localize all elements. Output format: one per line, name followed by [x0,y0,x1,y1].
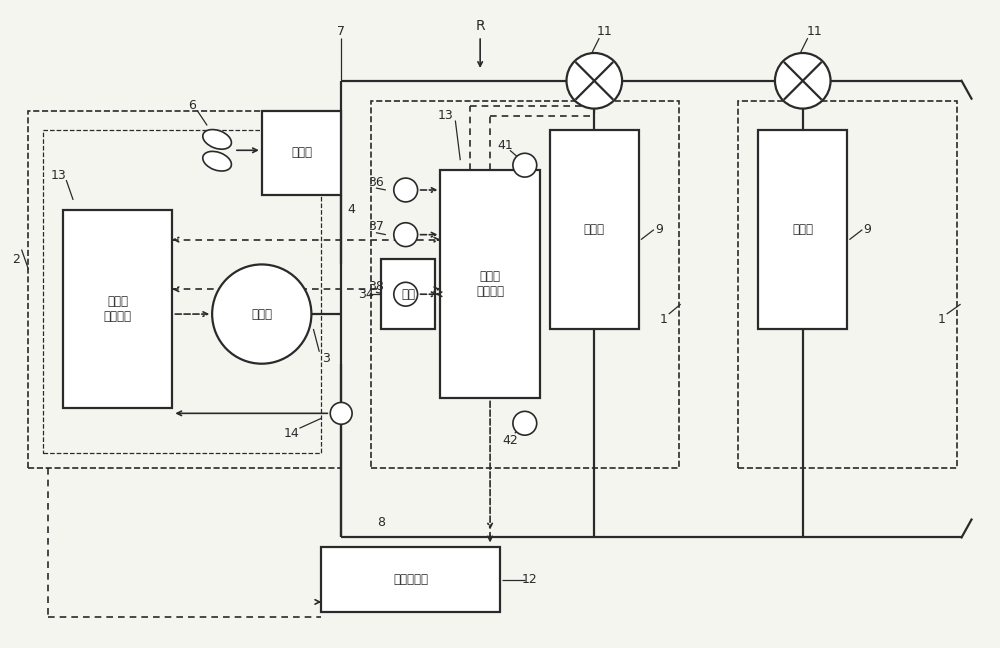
Bar [321,548,500,612]
Circle shape [394,223,418,247]
Text: 9: 9 [655,223,663,237]
Text: 终端侧
控制装置: 终端侧 控制装置 [476,270,504,298]
Text: 2: 2 [12,253,20,266]
Bar [43,130,321,453]
Text: 主控制装置: 主控制装置 [393,573,428,586]
Text: R: R [475,19,485,33]
Bar [758,130,847,329]
Text: 37: 37 [368,220,384,233]
Text: 41: 41 [497,139,513,152]
Circle shape [394,283,418,306]
Text: 散热器: 散热器 [291,146,312,159]
Circle shape [212,264,311,364]
Circle shape [775,53,831,109]
Text: 7: 7 [337,25,345,38]
Text: 14: 14 [284,426,299,440]
Bar [371,100,679,468]
Bar [550,130,639,329]
Bar [738,100,957,468]
Text: 显示: 显示 [401,288,415,301]
Text: 34: 34 [358,288,374,301]
Circle shape [330,402,352,424]
Bar [440,170,540,399]
Text: 11: 11 [807,25,823,38]
Circle shape [567,53,622,109]
Text: 4: 4 [347,203,355,216]
Text: 11: 11 [596,25,612,38]
Bar [381,259,435,329]
Text: 压缩机: 压缩机 [251,308,272,321]
Text: 13: 13 [50,168,66,181]
Text: 36: 36 [368,176,384,189]
Circle shape [513,411,537,435]
Ellipse shape [203,152,231,171]
Text: 12: 12 [522,573,538,586]
Circle shape [513,154,537,177]
Bar [28,111,341,468]
Text: 蒸发器: 蒸发器 [584,223,605,237]
Text: 13: 13 [438,109,453,122]
Text: 6: 6 [188,99,196,112]
Bar [262,111,341,195]
Text: 1: 1 [660,312,668,325]
Text: 蒸发器: 蒸发器 [792,223,813,237]
Text: 42: 42 [502,434,518,446]
Text: 9: 9 [863,223,871,237]
Bar [63,210,172,408]
Text: 终端侧
控制装置: 终端侧 控制装置 [104,295,132,323]
Text: 38: 38 [368,280,384,293]
Text: 3: 3 [322,353,330,365]
Text: 1: 1 [938,312,946,325]
Text: 8: 8 [377,516,385,529]
Circle shape [394,178,418,202]
Ellipse shape [203,130,231,149]
